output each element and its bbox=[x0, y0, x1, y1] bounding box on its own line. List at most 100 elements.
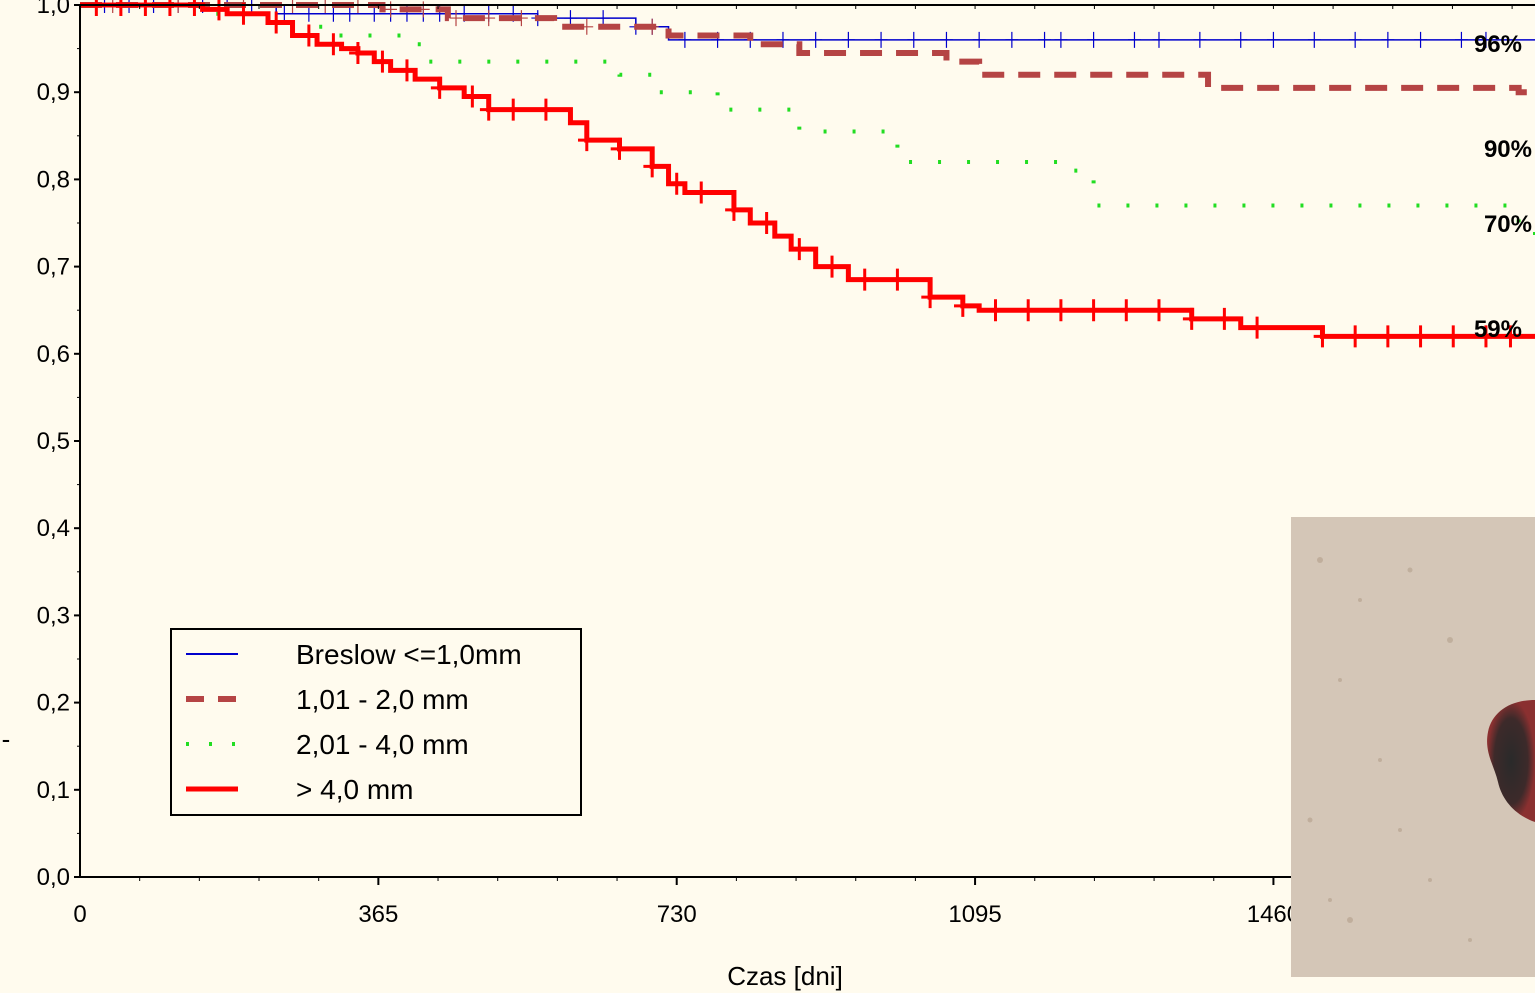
censor-mark bbox=[725, 198, 743, 221]
censor-mark bbox=[888, 268, 907, 291]
censor-mark bbox=[1479, 31, 1493, 48]
censor-mark bbox=[1411, 325, 1430, 348]
censor-mark bbox=[972, 31, 986, 48]
censor-mark bbox=[326, 5, 340, 22]
censor-mark bbox=[1087, 31, 1100, 48]
x-tick-label: 365 bbox=[358, 901, 398, 928]
censor-mark bbox=[210, 0, 228, 21]
legend: Breslow <=1,0mm 1,01 - 2,0 mm 2,01 - 4,0 m… bbox=[170, 628, 582, 816]
censor-mark bbox=[1052, 299, 1070, 322]
end-label-1: 90% bbox=[1484, 136, 1532, 163]
censor-mark bbox=[1182, 307, 1201, 330]
censor-mark bbox=[874, 31, 888, 48]
censor-mark bbox=[1150, 299, 1168, 322]
censor-mark bbox=[482, 10, 496, 27]
skin-lesion-photo bbox=[1291, 517, 1535, 977]
censor-mark bbox=[277, 5, 291, 22]
end-labels: 96% 90% 70% 59% bbox=[1474, 31, 1532, 343]
censor-mark bbox=[1215, 307, 1234, 330]
censor-mark bbox=[349, 41, 367, 64]
censor-mark bbox=[324, 33, 343, 56]
censor-mark bbox=[841, 31, 855, 48]
y-tick-label: 0,8 bbox=[37, 166, 70, 193]
censor-mark bbox=[449, 10, 463, 27]
censor-mark bbox=[940, 31, 953, 48]
censor-mark bbox=[1128, 31, 1141, 48]
censor-mark bbox=[907, 31, 921, 48]
censor-mark bbox=[667, 172, 686, 195]
y-tick-label: 0,1 bbox=[37, 777, 70, 804]
censor-mark bbox=[537, 98, 555, 121]
censor-mark bbox=[692, 181, 711, 204]
censor-mark bbox=[577, 129, 596, 152]
censor-mark bbox=[643, 155, 661, 178]
censor-mark bbox=[1248, 316, 1266, 339]
censor-mark bbox=[267, 11, 285, 34]
censor-mark bbox=[373, 50, 392, 73]
censor-mark bbox=[564, 10, 577, 27]
censor-mark bbox=[367, 5, 381, 22]
censor-mark bbox=[855, 268, 874, 291]
y-tick-label: 0,0 bbox=[37, 864, 70, 891]
legend-label-1: 1,01 - 2,0 mm bbox=[296, 684, 469, 715]
censor-mark bbox=[1054, 31, 1068, 48]
censor-mark bbox=[1193, 31, 1207, 48]
legend-label-3: > 4,0 mm bbox=[296, 774, 413, 805]
censor-mark bbox=[580, 18, 594, 35]
censor-mark bbox=[302, 5, 316, 22]
censor-mark bbox=[398, 59, 416, 82]
censor-mark bbox=[809, 31, 823, 48]
censor-mark bbox=[790, 238, 809, 261]
censor-mark bbox=[986, 299, 1005, 322]
censor-mark bbox=[318, 0, 332, 13]
censor-mark bbox=[1038, 31, 1051, 48]
series-line-1 bbox=[80, 2, 1535, 96]
y-axis-stub: - bbox=[2, 724, 11, 754]
y-tick-label: 0,6 bbox=[37, 341, 70, 368]
y-tick-label: 0,5 bbox=[37, 428, 70, 455]
censor-mark bbox=[1117, 299, 1136, 322]
x-axis-title: Czas [dni] bbox=[727, 961, 843, 991]
censor-mark bbox=[645, 18, 659, 35]
censor-mark bbox=[596, 10, 610, 27]
censor-mark bbox=[343, 5, 357, 22]
censor-mark bbox=[1267, 31, 1280, 48]
censor-mark bbox=[300, 24, 318, 47]
y-tick-label: 0,9 bbox=[37, 79, 70, 106]
y-tick-label: 0,7 bbox=[37, 254, 70, 281]
censor-mark bbox=[1455, 31, 1468, 48]
censor-mark bbox=[479, 98, 498, 121]
series-line-2 bbox=[80, 3, 1535, 258]
censor-mark bbox=[1348, 31, 1362, 48]
censor-mark bbox=[776, 31, 790, 48]
censor-mark bbox=[416, 1, 430, 18]
censor-mark bbox=[1501, 325, 1520, 348]
legend-items: Breslow <=1,0mm 1,01 - 2,0 mm 2,01 - 4,0 m… bbox=[186, 639, 522, 805]
censor-mark bbox=[1477, 325, 1495, 348]
censor-mark bbox=[1152, 31, 1166, 48]
censor-mark bbox=[1005, 31, 1019, 48]
x-tick-label: 730 bbox=[657, 901, 697, 928]
censor-mark bbox=[1381, 31, 1395, 48]
y-tick-label: 0,4 bbox=[37, 515, 70, 542]
censor-mark bbox=[234, 2, 253, 25]
censor-mark bbox=[515, 10, 528, 27]
y-tick-label: 0,2 bbox=[37, 690, 70, 717]
censor-mark bbox=[921, 286, 939, 309]
censor-mark bbox=[1414, 31, 1427, 48]
censor-mark bbox=[1444, 325, 1463, 348]
censor-mark bbox=[757, 212, 776, 234]
end-label-2: 70% bbox=[1484, 211, 1532, 238]
censor-mark bbox=[1307, 31, 1321, 48]
x-tick-label: 0 bbox=[73, 901, 86, 928]
censor-mark bbox=[463, 85, 482, 108]
censor-mark bbox=[678, 31, 692, 48]
legend-label-2: 2,01 - 4,0 mm bbox=[296, 729, 469, 760]
censor-mark bbox=[610, 137, 629, 160]
series-line-0 bbox=[80, 4, 1535, 41]
censor-mark bbox=[1234, 31, 1248, 48]
censor-mark bbox=[823, 255, 841, 278]
censor-mark bbox=[430, 76, 449, 99]
censor-mark bbox=[1313, 325, 1332, 348]
